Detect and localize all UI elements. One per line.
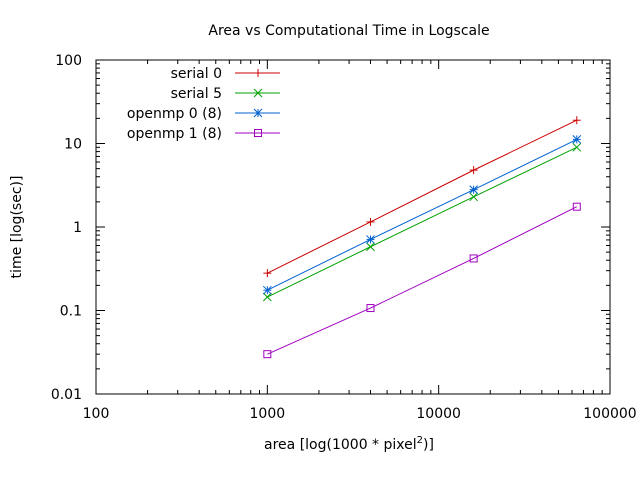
marker-stroke bbox=[366, 235, 375, 244]
y-tick-label: 0.01 bbox=[51, 387, 82, 403]
series-line bbox=[267, 206, 578, 355]
data-point bbox=[262, 292, 272, 302]
marker-stroke bbox=[262, 292, 272, 302]
data-point bbox=[469, 254, 478, 263]
marker-stroke bbox=[469, 185, 478, 195]
x-tick-label: 100 bbox=[83, 406, 110, 422]
marker-stroke bbox=[262, 285, 272, 295]
data-point bbox=[572, 135, 582, 144]
x-tick-label: 1000 bbox=[250, 406, 286, 422]
series-line bbox=[267, 146, 578, 298]
legend-marker bbox=[254, 129, 262, 137]
x-axis-label-end: )] bbox=[423, 437, 434, 453]
series-2 bbox=[262, 142, 582, 302]
marker-stroke bbox=[253, 108, 263, 118]
y-tick-label: 1 bbox=[73, 220, 82, 236]
data-point bbox=[366, 304, 375, 313]
x-axis-label-superscript: 2 bbox=[417, 435, 423, 446]
data-point bbox=[469, 166, 478, 175]
data-point bbox=[263, 269, 272, 278]
legend-marker bbox=[254, 69, 262, 77]
marker-stroke bbox=[254, 129, 262, 137]
series-3 bbox=[262, 135, 582, 295]
legend-label: serial 0 bbox=[171, 66, 222, 82]
marker-stroke bbox=[572, 142, 582, 152]
marker-stroke bbox=[263, 350, 272, 359]
series-line bbox=[267, 138, 578, 291]
chart-title: Area vs Computational Time in Logscale bbox=[208, 23, 489, 39]
legend-label: openmp 0 (8) bbox=[127, 106, 222, 122]
series-1 bbox=[263, 116, 581, 278]
marker-stroke bbox=[469, 192, 478, 202]
data-point bbox=[572, 202, 581, 211]
series-layer bbox=[262, 116, 582, 359]
data-point bbox=[262, 285, 272, 295]
data-point bbox=[572, 142, 582, 152]
y-tick-label: 100 bbox=[55, 53, 82, 69]
marker-stroke bbox=[366, 304, 375, 313]
data-point bbox=[572, 116, 581, 125]
x-axis-label-main: area [log(1000 * pixel bbox=[264, 437, 417, 453]
series-4 bbox=[263, 202, 581, 359]
marker-stroke bbox=[572, 202, 581, 211]
x-tick-label: 10000 bbox=[416, 406, 461, 422]
data-point bbox=[469, 185, 478, 195]
marker-stroke bbox=[253, 88, 263, 98]
data-point bbox=[366, 217, 375, 226]
y-axis-label: time [log(sec)] bbox=[9, 176, 25, 279]
legend-label: serial 5 bbox=[171, 86, 222, 102]
x-tick-label: 100000 bbox=[583, 406, 636, 422]
marker-stroke bbox=[572, 135, 582, 144]
data-point bbox=[469, 192, 478, 202]
legend-marker bbox=[253, 88, 263, 98]
y-tick-label: 10 bbox=[64, 137, 82, 153]
axis-ticks: 100 1000 10000 100000 0.01 0.1 1 10 100 bbox=[51, 53, 637, 422]
legend: serial 0 serial 5 openmp 0 (8) openmp 1 (8) bbox=[127, 66, 280, 142]
series-line bbox=[267, 119, 578, 274]
data-point bbox=[366, 235, 375, 244]
x-axis-label: area [log(1000 * pixel2)] bbox=[264, 435, 434, 453]
legend-marker bbox=[253, 108, 263, 118]
y-tick-label: 0.1 bbox=[60, 304, 82, 320]
marker-stroke bbox=[366, 242, 375, 252]
legend-label: openmp 1 (8) bbox=[127, 126, 222, 142]
data-point bbox=[366, 242, 375, 252]
marker-stroke bbox=[469, 254, 478, 263]
data-point bbox=[263, 350, 272, 359]
